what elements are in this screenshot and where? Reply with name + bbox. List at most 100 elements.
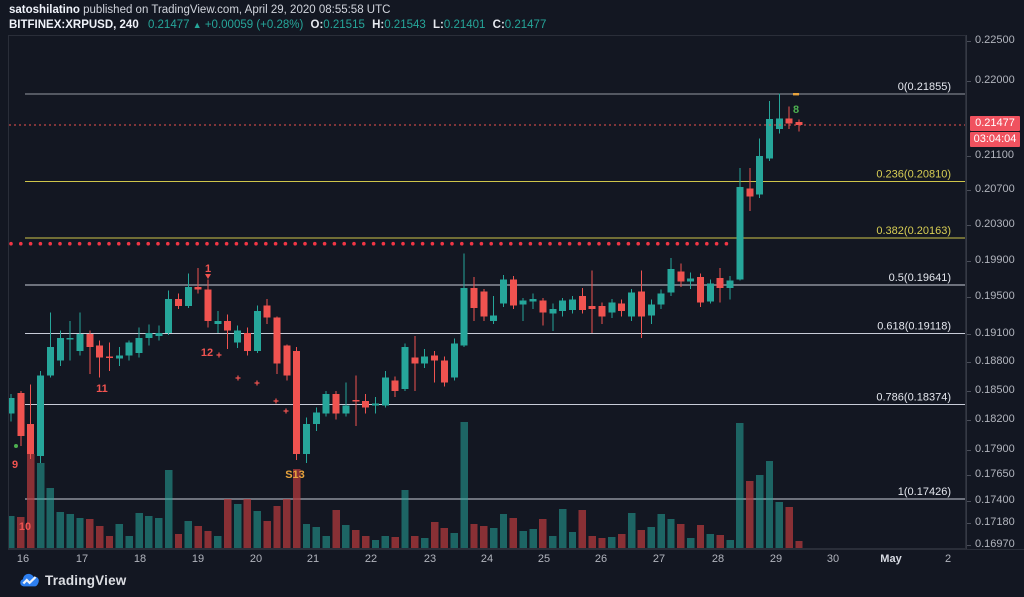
chart-pane[interactable]: 0(0.21855) 0.236(0.20810) 0.382(0.20163) 0.…: [4, 35, 966, 549]
candle-body: [56, 337, 64, 361]
candle-body: [174, 298, 182, 307]
volume-bar: [460, 422, 468, 548]
candle-body: [795, 122, 803, 126]
candle-body: [431, 355, 439, 361]
candle-body: [332, 393, 340, 414]
volume-bar: [588, 536, 596, 548]
candle-body: [362, 400, 370, 408]
fib-label: 1(0.17426): [898, 486, 951, 498]
candle-body: [746, 188, 754, 197]
price-axis-tick: 0.20300: [967, 217, 1015, 230]
alert-dotted-line: [724, 241, 729, 246]
up-arrow-icon: ▲: [192, 20, 202, 30]
alert-dotted-line: [352, 241, 356, 246]
wave-count-label: 12: [201, 347, 213, 359]
volume-bar: [125, 536, 133, 548]
candle-body: [165, 298, 173, 334]
candle-body: [411, 357, 419, 364]
alert-dotted-line: [332, 241, 337, 246]
down-arrow-marker: [205, 274, 211, 279]
candle-body: [637, 291, 645, 317]
time-axis-day-label: 30: [826, 553, 840, 565]
volume-bar: [430, 522, 439, 548]
candle-body: [184, 286, 192, 307]
volume-bar: [184, 521, 192, 548]
price-axis[interactable]: 0.22500 0.22000 0.21100 0.20700 0.20300 0.199…: [966, 34, 1024, 550]
price-axis-tick: 0.17400: [967, 493, 1015, 506]
candle-body: [775, 118, 783, 130]
symbol-interval: BITFINEX:XRPUSD, 240: [9, 19, 139, 31]
candle-body: [608, 302, 616, 313]
candle-body: [480, 291, 488, 317]
wave-count-label: S13: [285, 469, 305, 481]
candle-body: [726, 280, 734, 288]
volume-bar: [775, 502, 783, 548]
volume-bar: [755, 475, 764, 548]
alert-dotted-line: [597, 241, 601, 246]
volume-bar: [736, 423, 744, 548]
fib-label: 0.618(0.19118): [877, 320, 951, 332]
price-axis-tick: 0.19900: [967, 253, 1015, 266]
alert-dotted-line: [420, 241, 425, 246]
time-axis[interactable]: 16 17 18 19 20 21 22 23 24 25 26 27 28 29 30 May 2: [8, 549, 1024, 566]
candle-body: [391, 380, 399, 392]
alert-dotted-line: [665, 241, 670, 246]
alert-dotted-line: [675, 241, 680, 246]
candle-body: [440, 360, 448, 383]
alert-dotted-line: [283, 241, 288, 246]
volume-bar: [115, 524, 124, 548]
alert-dotted-line: [48, 241, 52, 246]
time-axis-day-label: 17: [75, 553, 89, 565]
open-label: O:: [310, 19, 324, 31]
candle-body: [598, 306, 606, 317]
candle-body: [243, 333, 251, 351]
volume-bar: [657, 514, 665, 548]
alert-dotted-line: [714, 241, 719, 246]
candle-body: [578, 296, 586, 310]
price-axis-tick: 0.17180: [967, 516, 1015, 529]
volume-bar: [618, 534, 626, 548]
price-axis-tick: 0.22500: [967, 34, 1015, 46]
bar-countdown-tag: 03:04:04: [970, 131, 1020, 147]
time-axis-day-label: 28: [711, 553, 725, 565]
volume-bar: [440, 528, 449, 548]
volume-bar: [135, 513, 143, 548]
alert-dotted-line: [303, 241, 307, 246]
author-name: satoshilatino: [9, 4, 80, 16]
candle-body: [135, 337, 143, 353]
volume-bar: [539, 519, 547, 548]
alert-dotted-line: [136, 241, 141, 246]
candle-body: [145, 333, 153, 338]
candle-body: [588, 306, 596, 309]
time-axis-day-label: 19: [191, 553, 205, 565]
tradingview-logo-text: TradingView: [45, 572, 127, 588]
volume-bar: [391, 537, 399, 548]
price-axis-tick: 0.18800: [967, 355, 1015, 368]
volume-bar: [361, 536, 370, 548]
volume-bar: [332, 510, 340, 548]
volume-bar: [95, 526, 104, 548]
high-dash-marker: [793, 93, 799, 96]
volume-bar: [243, 499, 252, 548]
alert-dotted-line: [117, 241, 121, 246]
candle-body: [716, 277, 724, 288]
candle-body: [7, 397, 15, 414]
price-chart[interactable]: 0(0.21855) 0.236(0.20810) 0.382(0.20163) 0.…: [4, 36, 965, 548]
volume-bar: [480, 526, 488, 548]
high-label: H:: [372, 19, 385, 31]
fib-label: 0.236(0.20810): [876, 169, 951, 181]
alert-dotted-line: [695, 241, 699, 246]
alert-dotted-line: [430, 241, 435, 246]
alert-dotted-line: [371, 241, 376, 246]
alert-dotted-line: [68, 241, 72, 246]
volume-bar: [194, 526, 202, 548]
alert-dotted-line: [156, 241, 160, 246]
wave-count-label: 1: [205, 263, 211, 275]
alert-dotted-line: [656, 241, 660, 246]
time-axis-day-label: 24: [480, 553, 494, 565]
volume-bar: [56, 512, 64, 548]
alert-dotted-line: [215, 241, 219, 246]
volume-bar: [696, 525, 705, 548]
candle-body: [352, 399, 360, 402]
